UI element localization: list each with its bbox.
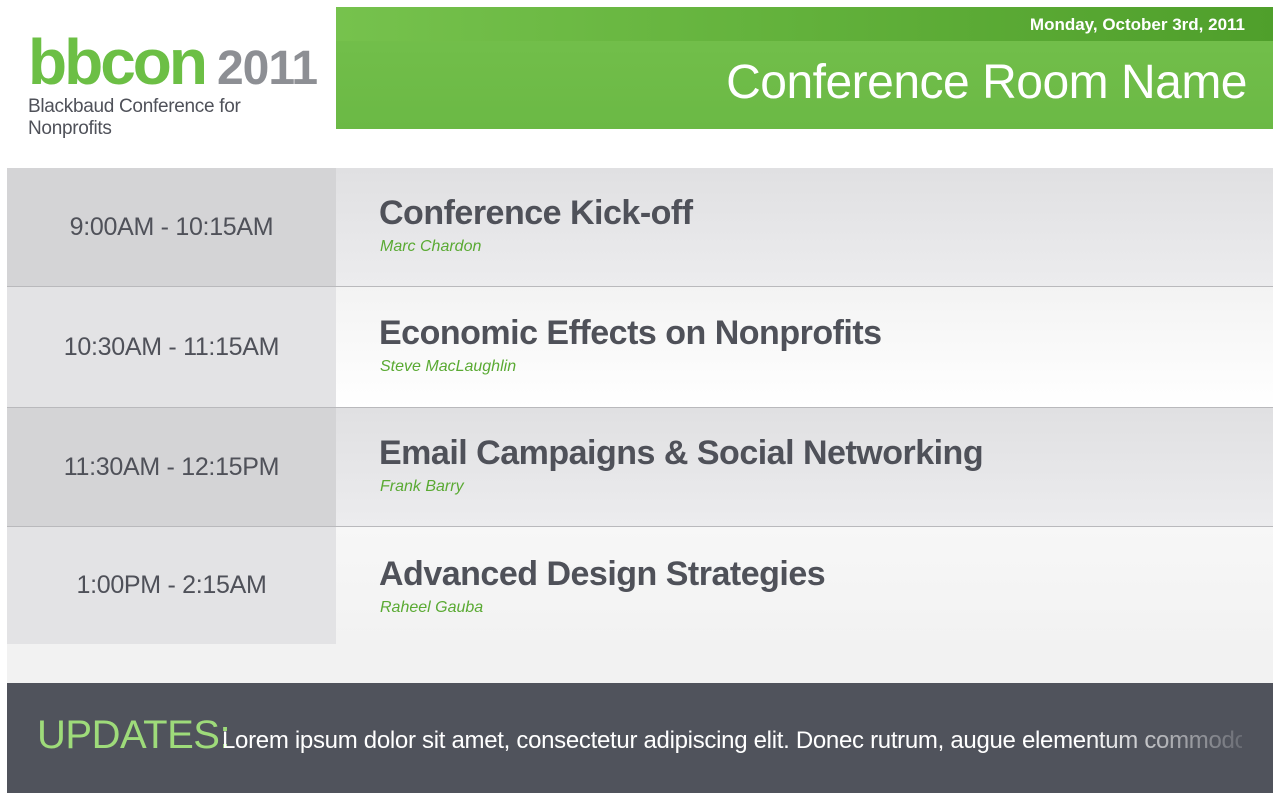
current-date: Monday, October 3rd, 2011 [1029,15,1245,34]
session-title: Email Campaigns & Social Networking [379,434,984,472]
updates-label: UPDATES: [37,713,231,757]
session-info: Economic Effects on Nonprofits Steve Mac… [336,287,1273,407]
updates-text: Lorem ipsum dolor sit amet, consectetur … [222,727,1242,754]
logo-brand: bbcon [28,26,208,98]
session-schedule: 9:00AM - 10:15AM Conference Kick-off Mar… [7,168,1273,683]
session-info: Advanced Design Strategies Raheel Gauba [336,527,1273,644]
logo-tagline: Blackbaud Conference for Nonprofits [28,96,241,139]
updates-fade-overlay [1083,713,1243,763]
logo-year: 2011 [216,42,318,95]
session-time: 9:00AM - 10:15AM [7,168,336,286]
room-banner: Monday, October 3rd, 2011 Conference Roo… [336,7,1273,129]
session-time: 11:30AM - 12:15PM [7,408,336,526]
session-title: Economic Effects on Nonprofits [379,314,882,352]
session-info: Conference Kick-off Marc Chardon [336,168,1273,286]
bbcon-logo: bbcon 2011 Blackbaud Conference for Nonp… [28,30,318,139]
session-title: Advanced Design Strategies [379,555,826,593]
session-speaker: Raheel Gauba [380,599,484,616]
session-row: 10:30AM - 11:15AM Economic Effects on No… [7,287,1273,408]
session-row: 1:00PM - 2:15AM Advanced Design Strategi… [7,527,1273,644]
session-info: Email Campaigns & Social Networking Fran… [336,408,1273,526]
session-speaker: Frank Barry [380,478,464,495]
session-title: Conference Kick-off [379,194,693,232]
room-name: Conference Room Name [726,56,1247,109]
session-speaker: Marc Chardon [380,238,482,255]
session-speaker: Steve MacLaughlin [380,358,517,375]
session-row: 11:30AM - 12:15PM Email Campaigns & Soci… [7,408,1273,527]
session-row: 9:00AM - 10:15AM Conference Kick-off Mar… [7,168,1273,287]
session-time: 1:00PM - 2:15AM [7,527,336,644]
updates-ticker: UPDATES: Lorem ipsum dolor sit amet, con… [7,683,1273,793]
session-time: 10:30AM - 11:15AM [7,287,336,407]
logo-wordmark: bbcon 2011 [28,30,318,94]
date-strip [336,7,1273,41]
